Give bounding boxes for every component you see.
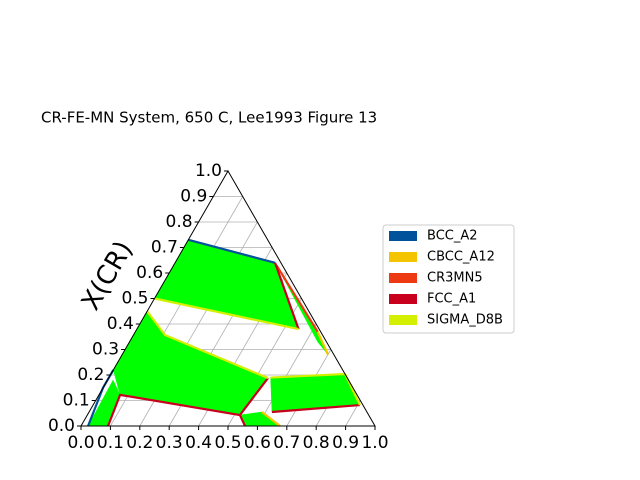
y-tick-label: 0.7 — [151, 238, 178, 258]
y-tick-label: 0.8 — [166, 212, 193, 232]
x-tick-label: 0.5 — [214, 433, 241, 453]
x-tick-label: 0.2 — [126, 433, 153, 453]
x-tick-label: 0.6 — [244, 433, 271, 453]
legend-label: FCC_A1 — [427, 292, 476, 307]
x-tick-label: 0.4 — [185, 433, 212, 453]
legend-swatch — [389, 315, 417, 325]
legend-label: BCC_A2 — [427, 229, 478, 244]
legend-label: CR3MN5 — [427, 271, 483, 286]
legend-label: SIGMA_D8B — [427, 313, 503, 328]
chart-title: CR-FE-MN System, 650 C, Lee1993 Figure 1… — [41, 109, 377, 127]
x-tick-label: 0.3 — [156, 433, 183, 453]
phase-boundary — [107, 262, 361, 427]
x-tick-label: 0.1 — [97, 433, 124, 453]
x-axis-label: X(MN) — [188, 479, 268, 480]
y-tick-label: 0.6 — [136, 263, 163, 283]
x-tick-label: 0.0 — [67, 433, 94, 453]
legend-swatch — [389, 231, 417, 241]
phase-boundary — [261, 331, 329, 427]
y-tick-label: 0.1 — [63, 391, 90, 411]
y-tick-label: 0.9 — [180, 187, 207, 207]
y-tick-label: 0.4 — [107, 314, 134, 334]
legend-swatch — [389, 273, 417, 283]
y-tick-label: 0.0 — [48, 416, 75, 436]
y-tick-label: 0.3 — [92, 340, 119, 360]
x-tick-label: 0.7 — [273, 433, 300, 453]
x-tick-label: 0.9 — [332, 433, 359, 453]
x-tick-label: 1.0 — [361, 433, 388, 453]
y-tick-label: 1.0 — [195, 161, 222, 181]
phase-boundary — [275, 264, 319, 333]
legend-swatch — [389, 294, 417, 304]
legend-label: CBCC_A12 — [427, 250, 495, 265]
tie-line-region — [239, 411, 281, 427]
x-tick-label: 0.8 — [303, 433, 330, 453]
legend-swatch — [389, 252, 417, 262]
y-tick-label: 0.2 — [77, 365, 104, 385]
y-tick-label: 0.5 — [121, 289, 148, 309]
grid-line — [257, 323, 317, 427]
legend: BCC_A2 CBCC_A12 CR3MN5 FCC_A1 SIGMA_D8B — [382, 224, 515, 334]
